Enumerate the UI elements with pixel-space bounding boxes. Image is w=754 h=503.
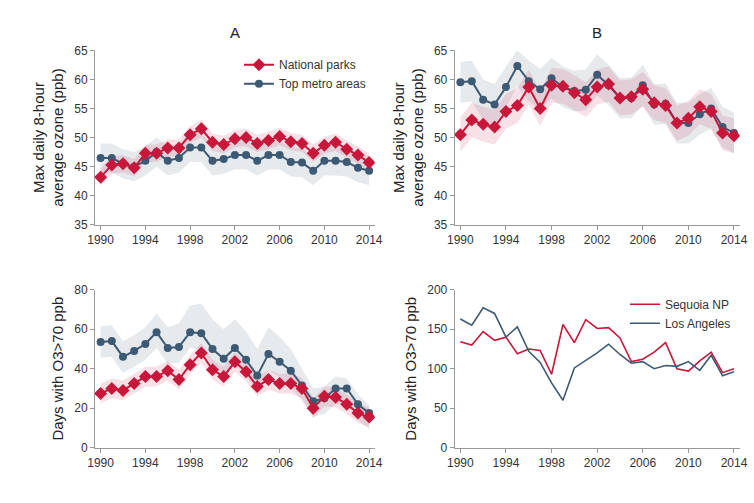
svg-text:45: 45 <box>74 160 88 174</box>
svg-text:1994: 1994 <box>493 456 520 470</box>
svg-text:2014: 2014 <box>356 456 383 470</box>
svg-text:0: 0 <box>81 441 88 455</box>
svg-text:1998: 1998 <box>177 233 204 247</box>
svg-text:1998: 1998 <box>538 233 565 247</box>
svg-text:2002: 2002 <box>584 456 611 470</box>
svg-text:60: 60 <box>434 73 448 87</box>
svg-text:50: 50 <box>74 131 88 145</box>
svg-text:150: 150 <box>427 322 447 336</box>
svg-text:2006: 2006 <box>629 233 656 247</box>
svg-text:Sequoia NP: Sequoia NP <box>665 298 729 312</box>
svg-text:200: 200 <box>427 283 447 297</box>
svg-text:2002: 2002 <box>222 233 249 247</box>
svg-text:2006: 2006 <box>266 456 293 470</box>
svg-text:45: 45 <box>434 160 448 174</box>
svg-text:2002: 2002 <box>222 456 249 470</box>
svg-text:50: 50 <box>434 401 448 415</box>
svg-text:40: 40 <box>434 189 448 203</box>
svg-text:B: B <box>592 24 602 41</box>
svg-text:Days with O3>70 ppb: Days with O3>70 ppb <box>49 297 66 441</box>
svg-text:1990: 1990 <box>447 233 474 247</box>
svg-text:Days with O3>70 ppb: Days with O3>70 ppb <box>402 297 419 441</box>
svg-text:65: 65 <box>74 44 88 58</box>
svg-text:2014: 2014 <box>721 456 748 470</box>
svg-text:65: 65 <box>434 44 448 58</box>
svg-text:Max daily 8-houraverage ozone: Max daily 8-houraverage ozone (ppb) <box>390 68 427 206</box>
svg-text:60: 60 <box>74 322 88 336</box>
svg-text:40: 40 <box>74 362 88 376</box>
svg-text:50: 50 <box>434 131 448 145</box>
svg-text:2010: 2010 <box>311 456 338 470</box>
svg-text:0: 0 <box>441 441 448 455</box>
svg-text:80: 80 <box>74 283 88 297</box>
svg-text:20: 20 <box>74 401 88 415</box>
svg-text:Los Angeles: Los Angeles <box>665 317 730 331</box>
svg-text:40: 40 <box>74 189 88 203</box>
svg-text:35: 35 <box>434 218 448 232</box>
svg-text:2010: 2010 <box>311 233 338 247</box>
svg-text:1994: 1994 <box>132 456 159 470</box>
svg-text:1990: 1990 <box>87 456 114 470</box>
svg-text:Max daily 8-houraverage ozone: Max daily 8-houraverage ozone (ppb) <box>30 68 67 206</box>
svg-text:1994: 1994 <box>132 233 159 247</box>
svg-text:2006: 2006 <box>266 233 293 247</box>
svg-text:1998: 1998 <box>538 456 565 470</box>
svg-text:1994: 1994 <box>493 233 520 247</box>
svg-text:National parks: National parks <box>279 58 356 72</box>
svg-text:35: 35 <box>74 218 88 232</box>
svg-text:60: 60 <box>74 73 88 87</box>
svg-text:2010: 2010 <box>675 456 702 470</box>
svg-text:2014: 2014 <box>356 233 383 247</box>
svg-text:A: A <box>230 24 240 41</box>
svg-text:1990: 1990 <box>87 233 114 247</box>
svg-text:55: 55 <box>74 102 88 116</box>
svg-text:1990: 1990 <box>447 456 474 470</box>
svg-text:1998: 1998 <box>177 456 204 470</box>
svg-text:2014: 2014 <box>721 233 748 247</box>
svg-text:100: 100 <box>427 362 447 376</box>
svg-text:55: 55 <box>434 102 448 116</box>
svg-text:2006: 2006 <box>629 456 656 470</box>
svg-text:Top metro areas: Top metro areas <box>279 77 366 91</box>
svg-text:2002: 2002 <box>584 233 611 247</box>
svg-text:2010: 2010 <box>675 233 702 247</box>
